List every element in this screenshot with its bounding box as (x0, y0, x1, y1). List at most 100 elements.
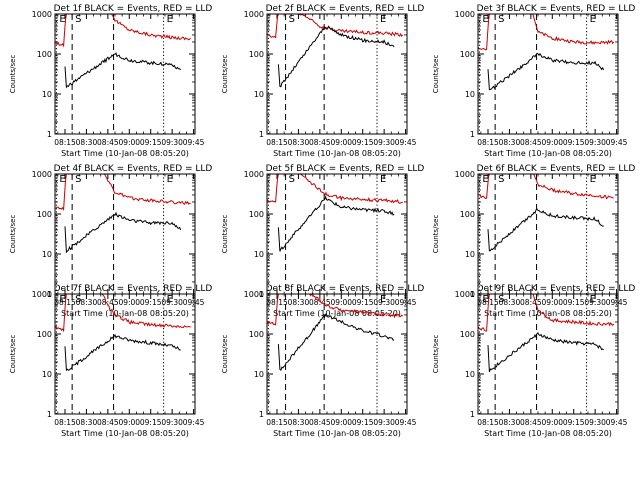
x-tick-label: 08:45 (97, 138, 119, 147)
x-tick-label: 09:30 (584, 418, 606, 427)
plot-frame (266, 13, 408, 135)
x-tick-label: 09:30 (161, 138, 183, 147)
x-tick-label: 09:15 (140, 298, 162, 307)
plot-frame (266, 173, 408, 295)
x-tick-label: 08:15 (54, 138, 76, 147)
plot-frame (266, 293, 408, 415)
marker-label: S (498, 174, 504, 185)
x-axis-label: Start Time (10-Jan-08 08:05:20) (61, 149, 189, 158)
x-tick-label: 09:15 (352, 298, 374, 307)
x-tick-label: 08:30 (76, 298, 98, 307)
series-line-red-lld (267, 174, 403, 204)
y-axis-label: Counts/sec (9, 335, 17, 374)
y-tick-label: 100 (249, 210, 264, 219)
plot-frame (477, 13, 619, 135)
panel-title: Det 8f BLACK = Events, RED = LLD (266, 284, 425, 294)
y-tick-label: 1 (470, 290, 475, 299)
y-tick-label: 100 (249, 330, 264, 339)
y-tick-label: 1 (259, 290, 264, 299)
x-tick-label: 08:15 (266, 418, 288, 427)
x-tick-label: 09:15 (352, 418, 374, 427)
x-axis-label: Start Time (10-Jan-08 08:05:20) (61, 309, 189, 318)
x-tick-label: 08:45 (520, 138, 542, 147)
y-tick-label: 1000 (455, 290, 475, 299)
y-tick-label: 10 (254, 250, 264, 259)
series-line-black-events (277, 25, 395, 88)
marker-label: E (380, 174, 386, 185)
y-tick-label: 1000 (244, 290, 264, 299)
x-tick-label: 08:30 (288, 298, 310, 307)
y-tick-label: 10 (42, 250, 52, 259)
x-tick-label: 09:00 (330, 418, 352, 427)
y-tick-label: 1 (470, 410, 475, 419)
x-axis-label: Start Time (10-Jan-08 08:05:20) (273, 149, 401, 158)
x-tick-label: 08:45 (309, 138, 331, 147)
series-line-red-lld (478, 174, 614, 200)
marker-label: E (380, 294, 386, 305)
y-axis-label: Counts/sec (221, 55, 229, 94)
y-tick-label: 1000 (244, 10, 264, 19)
series-line-black-events (487, 208, 604, 252)
marker-label: E (59, 294, 65, 305)
marker-label: E (380, 14, 386, 25)
marker-label: S (289, 174, 295, 185)
y-axis-label: Counts/sec (221, 335, 229, 374)
x-axis-label: Start Time (10-Jan-08 08:05:20) (273, 429, 401, 438)
x-tick-label: 08:30 (499, 298, 521, 307)
panel-title: Det 1f BLACK = Events, RED = LLD (54, 4, 213, 14)
panel-det-1: Det 1f BLACK = Events, RED = LLD Counts/s… (9, 4, 212, 158)
series-line-red-lld (267, 294, 404, 326)
marker-label: E (482, 14, 488, 25)
x-tick-label: 09:15 (352, 138, 374, 147)
x-tick-label: 08:30 (499, 418, 521, 427)
y-axis-label: Counts/sec (432, 215, 440, 254)
x-tick-label: 09:30 (161, 298, 183, 307)
y-axis-label: Counts/sec (432, 335, 440, 374)
marker-label: E (590, 14, 596, 25)
panel-title: Det 7f BLACK = Events, RED = LLD (54, 284, 213, 294)
x-tick-label: 09:15 (563, 138, 585, 147)
y-tick-label: 10 (465, 250, 475, 259)
plot-frame (54, 293, 196, 415)
y-tick-label: 1 (259, 410, 264, 419)
series-line-black-events (64, 211, 182, 254)
x-tick-label: 09:45 (183, 138, 205, 147)
plot-frame (54, 13, 196, 135)
x-tick-label: 09:45 (395, 418, 417, 427)
series-line-black-events (487, 52, 605, 91)
panel-det-2: Det 2f BLACK = Events, RED = LLD Counts/s… (221, 4, 424, 158)
plot-frame (477, 293, 619, 415)
x-tick-label: 09:45 (606, 418, 628, 427)
marker-label: E (482, 174, 488, 185)
panel-det-7: Det 7f BLACK = Events, RED = LLD Counts/s… (9, 284, 212, 438)
x-tick-label: 08:30 (288, 138, 310, 147)
y-tick-label: 1 (470, 130, 475, 139)
y-tick-label: 10 (42, 370, 52, 379)
series-line-black-events (277, 195, 395, 252)
y-tick-label: 1000 (455, 170, 475, 179)
series-line-red-lld (55, 294, 191, 333)
y-tick-label: 10 (465, 90, 475, 99)
marker-label: S (289, 14, 295, 25)
y-tick-label: 100 (460, 330, 475, 339)
series-line-black-events (64, 52, 182, 89)
marker-label: S (75, 174, 81, 185)
x-tick-label: 08:15 (477, 138, 499, 147)
marker-label: S (498, 294, 504, 305)
x-tick-label: 08:30 (288, 418, 310, 427)
panel-det-8: Det 8f BLACK = Events, RED = LLD Counts/s… (221, 284, 424, 438)
marker-label: S (75, 14, 81, 25)
x-tick-label: 08:45 (97, 298, 119, 307)
panel-det-9: Det 9f BLACK = Events, RED = LLD Counts/s… (432, 284, 635, 438)
x-tick-label: 08:15 (477, 418, 499, 427)
x-tick-label: 09:15 (140, 138, 162, 147)
marker-label: E (59, 14, 65, 25)
y-tick-label: 100 (37, 50, 52, 59)
y-tick-label: 1000 (32, 10, 52, 19)
series-line-red-lld (55, 14, 191, 48)
x-axis-label: Start Time (10-Jan-08 08:05:20) (484, 429, 612, 438)
x-axis-label: Start Time (10-Jan-08 08:05:20) (61, 429, 189, 438)
y-tick-label: 10 (42, 90, 52, 99)
x-tick-label: 09:30 (161, 418, 183, 427)
x-axis-label: Start Time (10-Jan-08 08:05:20) (484, 149, 612, 158)
